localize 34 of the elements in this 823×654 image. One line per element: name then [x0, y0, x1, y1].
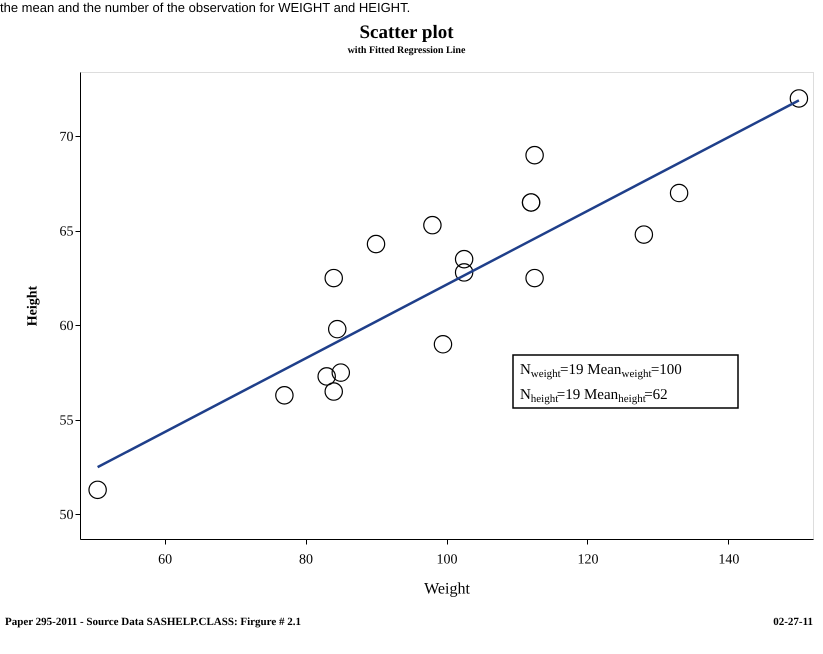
y-tick-label: 55: [60, 413, 74, 428]
text: Paper 295-2011 - Source Data SASHELP.CLASS: Firgure # 2.1: [5, 616, 301, 628]
point: [434, 335, 452, 354]
point: [366, 234, 386, 254]
point: [88, 480, 107, 500]
y-tick-label: 65: [60, 224, 74, 240]
point: [423, 216, 442, 234]
x-tick-label: 80: [299, 552, 314, 568]
point: [790, 89, 808, 108]
x-tick-label: 140: [718, 552, 740, 568]
text: the mean and the number of the observation for WEIGHT and HEIGHT.: [0, 0, 410, 15]
x-tick-label: 100: [436, 552, 458, 568]
point: [670, 184, 688, 202]
y-tick-label: 70: [60, 130, 74, 145]
point: [454, 263, 474, 282]
point: [454, 250, 474, 268]
y-tick-label: 50: [60, 508, 74, 523]
point: [317, 367, 336, 386]
chart-title: Scatter plot: [359, 22, 454, 43]
chart-subtitle: with Fitted Regression Line: [348, 45, 466, 56]
x-tick-label: 60: [158, 552, 172, 568]
point: [324, 382, 343, 401]
point: [332, 363, 350, 382]
point: [525, 268, 544, 288]
x-tick-label: 120: [577, 552, 598, 568]
point: [324, 268, 343, 288]
point: [634, 225, 654, 244]
y-tick-label: 60: [60, 318, 74, 334]
text: 02-27-11: [773, 616, 813, 628]
point: [275, 386, 294, 405]
y-axis-title: Height: [26, 285, 40, 326]
point: [328, 320, 347, 338]
point: [525, 146, 544, 164]
x-axis-title: Weight: [424, 580, 470, 598]
